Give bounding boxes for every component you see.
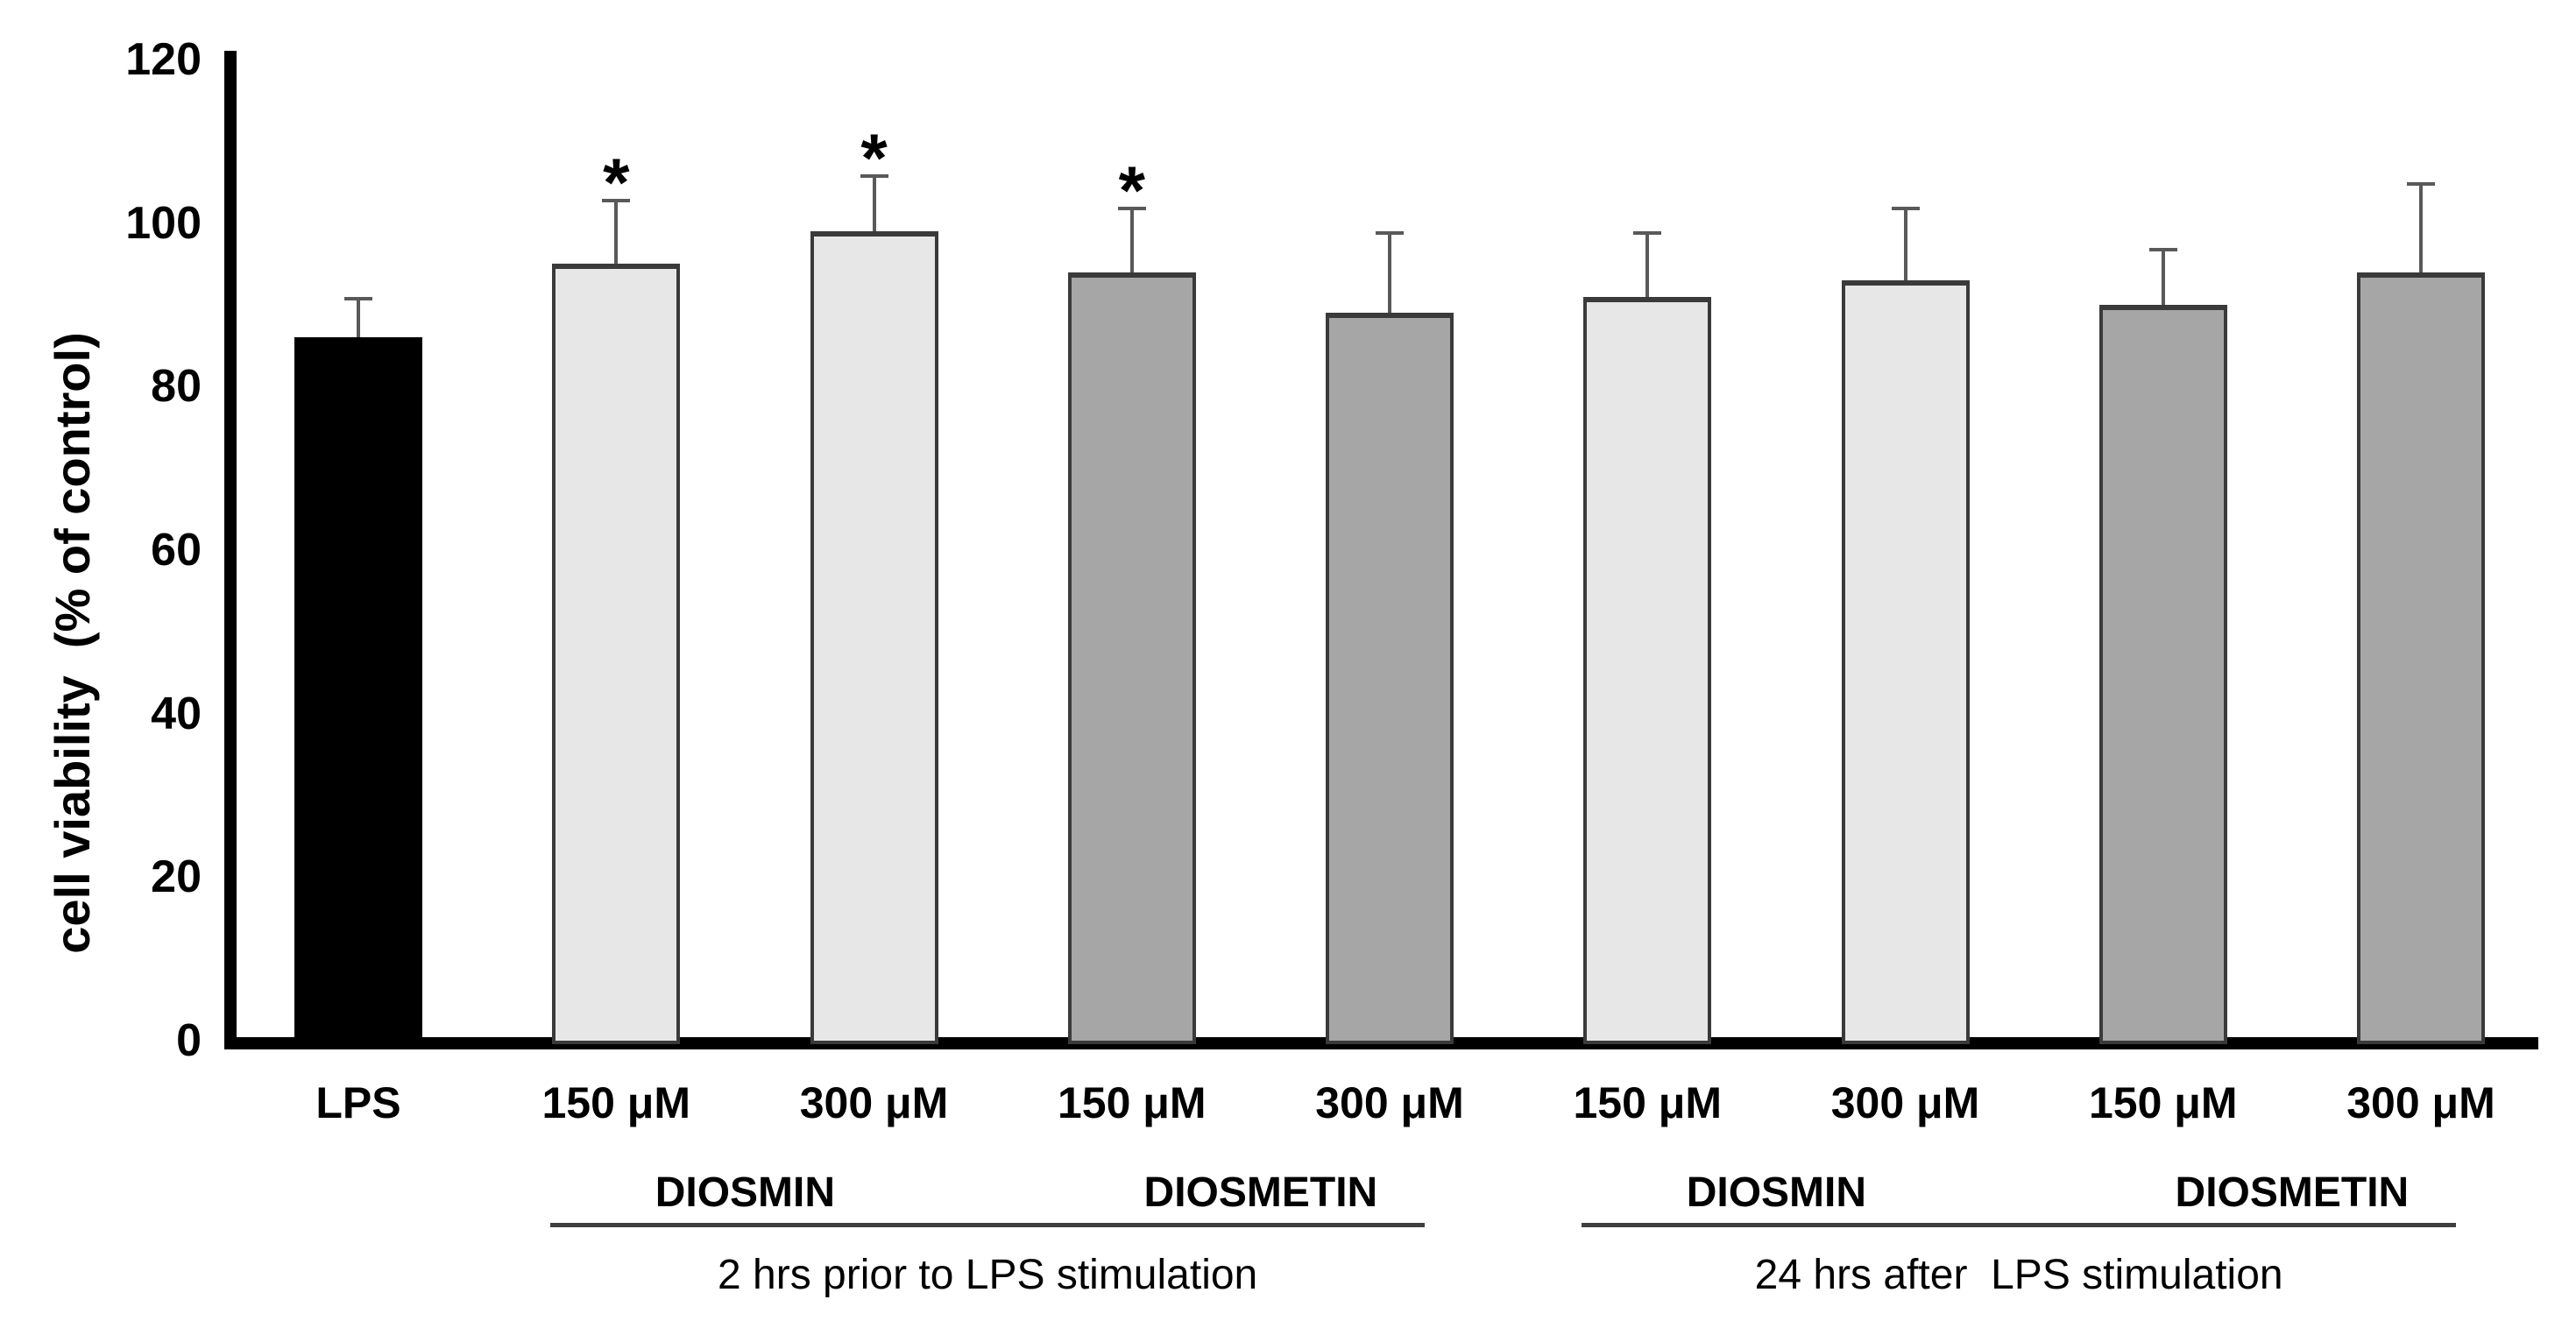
bar-8-150μM [2098, 305, 2227, 1044]
x-tick-label-7: 300 μM [1830, 1078, 1980, 1127]
y-tick-label-80: 80 [151, 361, 202, 413]
error-bar-stem [1388, 231, 1391, 314]
compound-group-label-diosmetin: DIOSMETIN [1143, 1169, 1378, 1216]
bar-5-300μM [1326, 313, 1454, 1044]
error-bar-cap [1117, 207, 1146, 211]
error-bar-cap [344, 296, 372, 300]
error-bar-stem [2419, 182, 2423, 272]
timing-group-label-2: 24 hrs after LPS stimulation [1754, 1252, 2283, 1298]
timing-group-underline-1 [550, 1223, 1425, 1227]
error-bar-stem [1903, 207, 1907, 281]
error-bar-stem [872, 173, 876, 232]
bar-7-300μM [1841, 280, 1970, 1044]
x-tick-label-6: 150 μM [1573, 1078, 1723, 1127]
significance-asterisk: * [860, 118, 888, 196]
y-axis-line [224, 51, 237, 1049]
y-tick-label-0: 0 [176, 1015, 202, 1066]
x-tick-label-5: 300 μM [1315, 1078, 1464, 1127]
error-bar-cap [2407, 182, 2435, 187]
y-tick-label-60: 60 [151, 525, 202, 576]
x-tick-label-4: 150 μM [1057, 1078, 1207, 1127]
compound-group-label-diosmin: DIOSMIN [655, 1169, 836, 1216]
error-bar-stem [1645, 231, 1650, 297]
x-tick-label-8: 150 μM [2088, 1078, 2238, 1127]
timing-group-label-1: 2 hrs prior to LPS stimulation [717, 1252, 1258, 1298]
error-bar-cap [1891, 207, 1920, 211]
error-bar-stem [2161, 247, 2165, 306]
y-tick-label-20: 20 [151, 851, 202, 903]
bar-1-LPS [294, 337, 422, 1044]
error-bar-cap [602, 198, 631, 202]
y-tick-label-100: 100 [125, 197, 202, 249]
significance-asterisk: * [1118, 152, 1145, 230]
bar-6-150μM [1583, 296, 1712, 1044]
error-bar-stem [357, 296, 360, 338]
x-tick-label-3: 300 μM [799, 1078, 949, 1127]
error-bar-cap [1633, 231, 1662, 236]
error-bar-stem [614, 198, 619, 265]
error-bar-stem [1129, 207, 1134, 272]
x-tick-label-1: LPS [315, 1078, 401, 1127]
bar-3-300μM [810, 231, 938, 1044]
error-bar-cap [1376, 231, 1404, 236]
y-tick-label-40: 40 [151, 688, 202, 739]
compound-group-label-diosmetin: DIOSMETIN [2175, 1169, 2410, 1216]
significance-asterisk: * [603, 143, 630, 221]
bar-4-150μM [1067, 272, 1196, 1044]
bar-9-300μM [2357, 272, 2485, 1044]
bar-2-150μM [552, 264, 681, 1044]
x-tick-label-2: 150 μM [541, 1078, 691, 1127]
y-tick-label-120: 120 [125, 34, 202, 86]
timing-group-underline-2 [1582, 1223, 2456, 1227]
compound-group-label-diosmin: DIOSMIN [1686, 1169, 1867, 1216]
error-bar-cap [860, 173, 888, 178]
x-tick-label-9: 300 μM [2346, 1078, 2495, 1127]
error-bar-cap [2148, 247, 2177, 251]
